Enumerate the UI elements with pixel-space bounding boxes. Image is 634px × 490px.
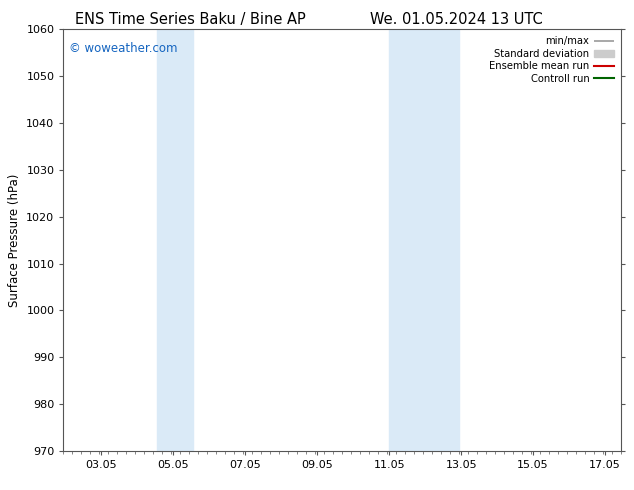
Text: ENS Time Series Baku / Bine AP: ENS Time Series Baku / Bine AP [75,12,306,27]
Text: © woweather.com: © woweather.com [69,42,178,55]
Text: We. 01.05.2024 13 UTC: We. 01.05.2024 13 UTC [370,12,543,27]
Bar [389,29,460,451]
Bar [157,29,193,451]
Y-axis label: Surface Pressure (hPa): Surface Pressure (hPa) [8,173,21,307]
Legend: min/max, Standard deviation, Ensemble mean run, Controll run: min/max, Standard deviation, Ensemble me… [487,34,616,86]
